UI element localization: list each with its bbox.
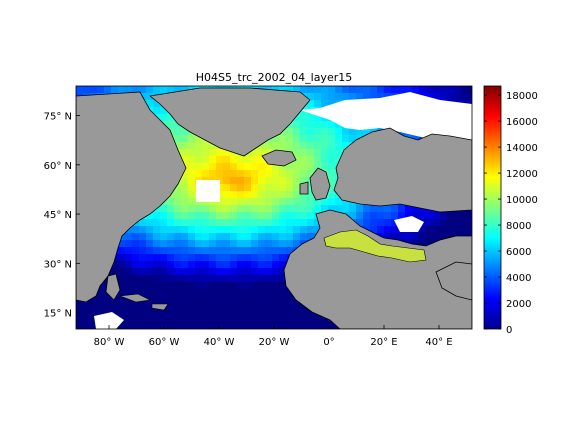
y-axis-ticks: 15° N 30° N 45° N 60° N 75° N: [44, 112, 80, 320]
x-tick-label: 80° W: [94, 337, 125, 348]
colorbar: [483, 85, 502, 330]
y-tick-label: 30° N: [44, 259, 72, 270]
y-tick-label: 45° N: [44, 210, 72, 221]
colorbar-tick-label: 18000: [506, 91, 538, 102]
x-tick-label: 20° W: [259, 337, 290, 348]
colorbar-tick-label: 10000: [506, 195, 538, 206]
mediterranean: [323, 229, 427, 263]
colorbar-tick-label: 6000: [506, 247, 531, 258]
colorbar-tick-label: 2000: [506, 299, 531, 310]
colorbar-tick-label: 8000: [506, 221, 531, 232]
y-tick-label: 15° N: [44, 309, 72, 320]
y-tick-label: 75° N: [44, 112, 72, 123]
greenland: [149, 87, 311, 157]
scandinavia: [333, 127, 472, 213]
x-tick-label: 40° E: [425, 337, 452, 348]
colorbar-ticks: 0 2000 4000 6000 8000 10000 12000 14000 16000 180…: [484, 91, 538, 336]
x-tick-label: 60° W: [149, 337, 180, 348]
map-title: H04S5_trc_2002_04_layer15: [195, 71, 353, 84]
x-tick-label: 20° E: [370, 337, 397, 348]
colorbar-tick-label: 0: [506, 325, 512, 336]
colorbar-tick-label: 16000: [506, 117, 538, 128]
british-isles: [309, 167, 331, 201]
y-tick-label: 60° N: [44, 161, 72, 172]
x-tick-label: 40° W: [204, 337, 235, 348]
colorbar-tick-label: 12000: [506, 169, 538, 180]
north-america: [76, 91, 187, 303]
iceland: [261, 149, 297, 167]
colorbar-tick-label: 14000: [506, 143, 538, 154]
x-axis-ticks: 80° W 60° W 40° W 20° W 0° 20° E 40° E: [94, 325, 453, 348]
colorbar-tick-label: 4000: [506, 273, 531, 284]
x-tick-label: 0°: [323, 337, 334, 348]
map-area: [76, 86, 472, 329]
